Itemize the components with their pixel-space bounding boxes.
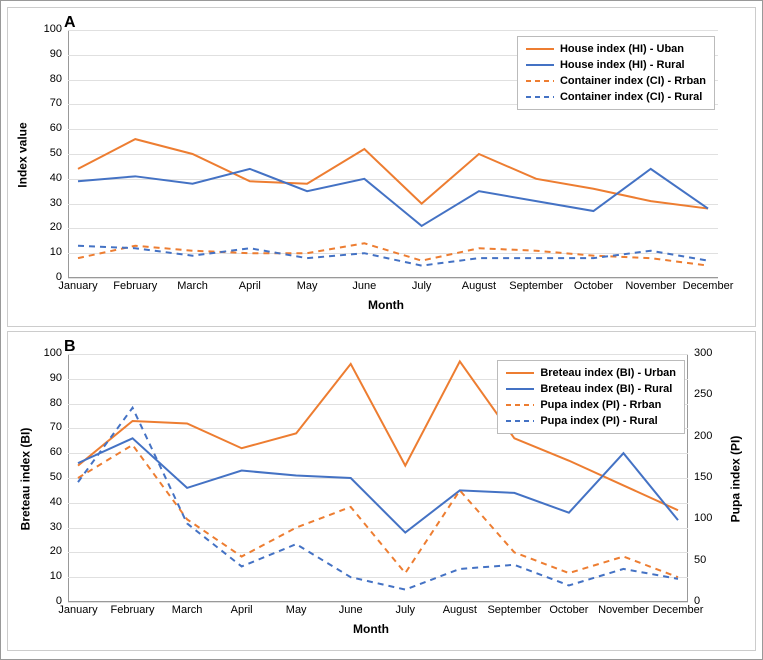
panel-a-ylabel: Index value bbox=[16, 122, 30, 187]
ytick-label: 50 bbox=[34, 147, 62, 159]
xtick-label: March bbox=[172, 604, 203, 616]
xtick-label: October bbox=[574, 280, 613, 292]
panel-b-legend: Breteau index (BI) - Urban Breteau index … bbox=[497, 360, 685, 434]
legend-swatch bbox=[526, 59, 554, 71]
panel-a-xticks: JanuaryFebruaryMarchAprilMayJuneJulyAugu… bbox=[68, 280, 718, 296]
ytick-label-left: 70 bbox=[34, 421, 62, 433]
legend-label: Pupa index (PI) - Rural bbox=[540, 415, 657, 427]
legend-label: House index (HI) - Rural bbox=[560, 59, 685, 71]
xtick-label: November bbox=[598, 604, 649, 616]
ytick-label: 60 bbox=[34, 122, 62, 134]
xtick-label: June bbox=[352, 280, 376, 292]
xtick-label: May bbox=[286, 604, 307, 616]
legend-swatch bbox=[526, 43, 554, 55]
ytick-label-right: 100 bbox=[694, 512, 722, 524]
ytick-label-left: 30 bbox=[34, 521, 62, 533]
chart-figure: A 0102030405060708090100 Index value Jan… bbox=[0, 0, 763, 660]
legend-label: Breteau index (BI) - Rural bbox=[540, 383, 672, 395]
legend-row: Breteau index (BI) - Urban bbox=[506, 365, 676, 381]
gridline bbox=[68, 602, 688, 603]
ytick-label-right: 150 bbox=[694, 471, 722, 483]
ytick-label: 100 bbox=[34, 23, 62, 35]
ytick-label: 10 bbox=[34, 246, 62, 258]
xtick-label: April bbox=[239, 280, 261, 292]
legend-swatch bbox=[526, 91, 554, 103]
panel-b-ylabel-right: Pupa index (PI) bbox=[729, 436, 743, 523]
legend-row: House index (HI) - Uban bbox=[526, 41, 706, 57]
ytick-label-right: 300 bbox=[694, 347, 722, 359]
panel-b-ylabel-left: Breteau index (BI) bbox=[18, 428, 32, 531]
xtick-label: July bbox=[412, 280, 432, 292]
legend-label: House index (HI) - Uban bbox=[560, 43, 684, 55]
xtick-label: November bbox=[625, 280, 676, 292]
ytick-label-left: 50 bbox=[34, 471, 62, 483]
legend-swatch bbox=[526, 75, 554, 87]
ytick-label: 80 bbox=[34, 73, 62, 85]
legend-label: Container index (CI) - Rrban bbox=[560, 75, 706, 87]
panel-a-legend: House index (HI) - Uban House index (HI) … bbox=[517, 36, 715, 110]
legend-label: Breteau index (BI) - Urban bbox=[540, 367, 676, 379]
panel-a: A 0102030405060708090100 Index value Jan… bbox=[7, 7, 756, 327]
legend-row: Breteau index (BI) - Rural bbox=[506, 381, 676, 397]
xtick-label: July bbox=[395, 604, 415, 616]
xtick-label: September bbox=[487, 604, 541, 616]
legend-swatch bbox=[506, 367, 534, 379]
legend-swatch bbox=[506, 399, 534, 411]
xtick-label: June bbox=[339, 604, 363, 616]
ytick-label-left: 60 bbox=[34, 446, 62, 458]
xtick-label: February bbox=[113, 280, 157, 292]
panel-a-xlabel: Month bbox=[368, 298, 404, 312]
ytick-label-left: 90 bbox=[34, 372, 62, 384]
legend-row: Pupa index (PI) - Rural bbox=[506, 413, 676, 429]
xtick-label: January bbox=[58, 604, 97, 616]
xtick-label: December bbox=[653, 604, 704, 616]
gridline bbox=[68, 278, 718, 279]
xtick-label: January bbox=[58, 280, 97, 292]
ytick-label-right: 200 bbox=[694, 430, 722, 442]
xtick-label: October bbox=[549, 604, 588, 616]
ytick-label: 90 bbox=[34, 48, 62, 60]
legend-label: Container index (CI) - Rural bbox=[560, 91, 702, 103]
legend-row: House index (HI) - Rural bbox=[526, 57, 706, 73]
panel-b: B 01020304050607080901000501001502002503… bbox=[7, 331, 756, 651]
panel-b-xticks: JanuaryFebruaryMarchAprilMayJuneJulyAugu… bbox=[68, 604, 688, 620]
xtick-label: August bbox=[462, 280, 496, 292]
xtick-label: April bbox=[231, 604, 253, 616]
ytick-label: 70 bbox=[34, 97, 62, 109]
legend-row: Container index (CI) - Rural bbox=[526, 89, 706, 105]
ytick-label: 30 bbox=[34, 197, 62, 209]
panel-b-xlabel: Month bbox=[353, 622, 389, 636]
ytick-label: 20 bbox=[34, 221, 62, 233]
legend-swatch bbox=[506, 415, 534, 427]
legend-swatch bbox=[506, 383, 534, 395]
ytick-label-left: 10 bbox=[34, 570, 62, 582]
xtick-label: March bbox=[177, 280, 208, 292]
legend-row: Container index (CI) - Rrban bbox=[526, 73, 706, 89]
xtick-label: May bbox=[297, 280, 318, 292]
legend-row: Pupa index (PI) - Rrban bbox=[506, 397, 676, 413]
xtick-label: December bbox=[683, 280, 734, 292]
ytick-label-left: 100 bbox=[34, 347, 62, 359]
xtick-label: September bbox=[509, 280, 563, 292]
legend-label: Pupa index (PI) - Rrban bbox=[540, 399, 661, 411]
ytick-label-left: 40 bbox=[34, 496, 62, 508]
ytick-label-right: 250 bbox=[694, 388, 722, 400]
ytick-label-right: 50 bbox=[694, 554, 722, 566]
ytick-label: 40 bbox=[34, 172, 62, 184]
xtick-label: February bbox=[111, 604, 155, 616]
xtick-label: August bbox=[443, 604, 477, 616]
ytick-label-left: 20 bbox=[34, 545, 62, 557]
ytick-label-left: 80 bbox=[34, 397, 62, 409]
